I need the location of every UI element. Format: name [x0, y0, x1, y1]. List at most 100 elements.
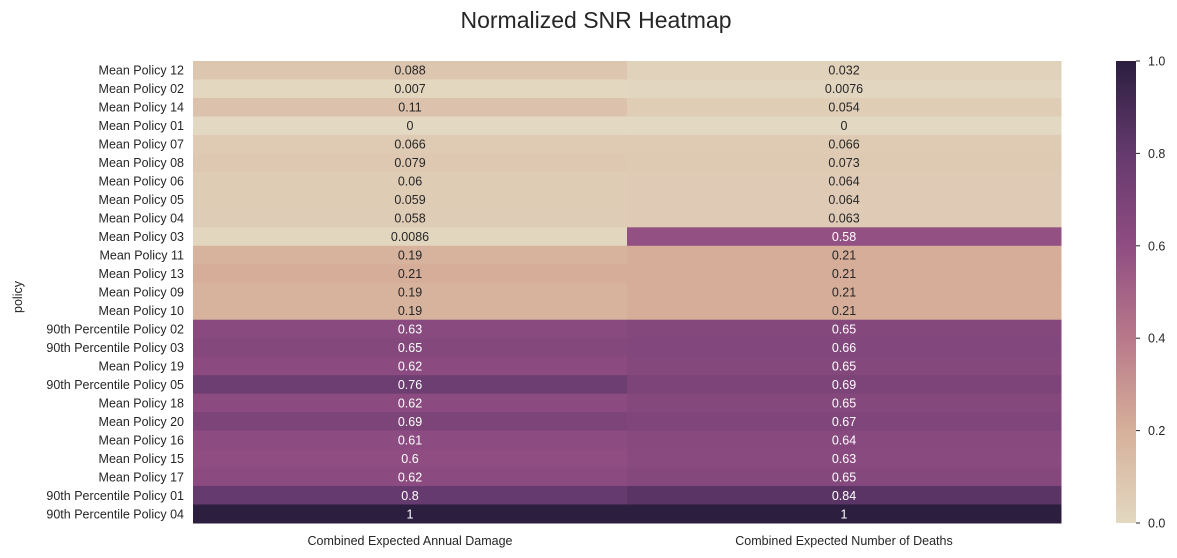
heatmap-cell	[193, 227, 628, 247]
cell-value-label: 0.6	[401, 452, 418, 466]
heatmap-cell	[193, 282, 628, 302]
cell-value-label: 0.066	[394, 138, 425, 152]
cell-value-label: 0	[407, 119, 414, 133]
heatmap-cell	[193, 208, 628, 228]
row-tick-labels: Mean Policy 12 Mean Policy 02 Mean Policy …	[46, 64, 184, 522]
cell-value-label: 0.06	[398, 175, 422, 189]
cell-value-label: 0.11	[398, 101, 421, 115]
cell-value-label: 0.65	[832, 396, 856, 410]
colorbar-tick-label: 1.0	[1148, 55, 1165, 69]
cell-value-label: 0.65	[832, 359, 856, 373]
heatmap-cell	[627, 430, 1062, 450]
row-tick-label: 90th Percentile Policy 02	[46, 322, 184, 336]
cell-value-label: 0.65	[398, 341, 422, 355]
column-tick-label: Combined Expected Annual Damage	[308, 534, 513, 548]
cell-value-label: 0.054	[828, 101, 859, 115]
heatmap-cell-labels: 0.088 0.032 0.007 0.0076 0.11 0.054 0 0 0.066 0.0…	[391, 64, 863, 522]
row-tick-label: Mean Policy 08	[99, 156, 185, 170]
heatmap-cell	[627, 171, 1062, 191]
row-tick-label: Mean Policy 10	[99, 304, 185, 318]
heatmap-cell	[627, 393, 1062, 413]
row-tick-label: Mean Policy 20	[99, 415, 185, 429]
cell-value-label: 0.0076	[825, 82, 863, 96]
cell-value-label: 0.007	[394, 82, 425, 96]
cell-value-label: 0.21	[832, 304, 856, 318]
row-tick-label: Mean Policy 17	[99, 470, 185, 484]
cell-value-label: 0.21	[832, 267, 856, 281]
colorbar-tick-label: 0.6	[1148, 239, 1165, 253]
heatmap-cell	[627, 504, 1062, 524]
heatmap-cells	[193, 61, 1062, 524]
heatmap-cell	[627, 282, 1062, 302]
cell-value-label: 0.84	[832, 489, 856, 503]
heatmap-cell	[627, 375, 1062, 395]
cell-value-label: 0.62	[398, 359, 422, 373]
heatmap-cell	[627, 97, 1062, 117]
cell-value-label: 0	[841, 119, 848, 133]
heatmap-cell	[627, 245, 1062, 265]
heatmap-cell	[627, 449, 1062, 469]
row-tick-label: Mean Policy 16	[99, 433, 185, 447]
heatmap-cell	[193, 412, 628, 432]
heatmap-cell	[193, 319, 628, 339]
row-tick-label: Mean Policy 06	[99, 175, 185, 189]
heatmap-cell	[193, 264, 628, 284]
row-tick-label: Mean Policy 02	[99, 82, 185, 96]
heatmap-cell	[193, 467, 628, 487]
heatmap-cell	[193, 61, 628, 80]
row-tick-label: Mean Policy 07	[99, 138, 185, 152]
cell-value-label: 0.58	[832, 230, 856, 244]
cell-value-label: 1	[407, 507, 414, 521]
heatmap-cell	[627, 338, 1062, 358]
cell-value-label: 0.0086	[391, 230, 429, 244]
heatmap-cell	[193, 171, 628, 191]
colorbar-tick-label: 0.0	[1148, 517, 1165, 531]
cell-value-label: 0.058	[394, 212, 425, 226]
heatmap-cell	[627, 264, 1062, 284]
row-tick-label: Mean Policy 03	[99, 230, 185, 244]
cell-value-label: 0.063	[828, 212, 859, 226]
heatmap-cell	[627, 356, 1062, 376]
row-tick-label: Mean Policy 15	[99, 452, 185, 466]
heatmap-cell	[627, 467, 1062, 487]
heatmap-cell	[627, 412, 1062, 432]
cell-value-label: 0.64	[832, 433, 856, 447]
heatmap-cell	[193, 153, 628, 173]
heatmap-cell	[193, 301, 628, 321]
row-tick-label: 90th Percentile Policy 05	[46, 378, 184, 392]
heatmap-cell	[627, 190, 1062, 210]
cell-value-label: 0.073	[828, 156, 859, 170]
heatmap-cell	[627, 61, 1062, 80]
colorbar-tick-label: 0.2	[1148, 424, 1165, 438]
chart-title: Normalized SNR Heatmap	[461, 7, 732, 33]
row-tick-label: Mean Policy 14	[99, 101, 185, 115]
cell-value-label: 0.69	[398, 415, 422, 429]
cell-value-label: 0.65	[832, 322, 856, 336]
heatmap-cell	[193, 375, 628, 395]
heatmap-cell	[627, 319, 1062, 339]
heatmap-cell	[627, 227, 1062, 247]
cell-value-label: 1	[841, 507, 848, 521]
cell-value-label: 0.032	[828, 64, 859, 78]
column-tick-labels: Combined Expected Annual Damage Combined …	[308, 534, 953, 548]
heatmap-cell	[193, 393, 628, 413]
cell-value-label: 0.76	[398, 378, 422, 392]
cell-value-label: 0.66	[832, 341, 856, 355]
row-tick-label: Mean Policy 11	[99, 249, 184, 263]
heatmap-cell	[627, 486, 1062, 506]
cell-value-label: 0.064	[828, 193, 859, 207]
row-tick-label: Mean Policy 18	[99, 396, 185, 410]
row-tick-label: 90th Percentile Policy 01	[46, 489, 184, 503]
heatmap-cell	[627, 208, 1062, 228]
row-tick-label: Mean Policy 09	[99, 286, 185, 300]
row-tick-label: Mean Policy 04	[99, 212, 185, 226]
heatmap-cell	[193, 430, 628, 450]
cell-value-label: 0.62	[398, 470, 422, 484]
heatmap-cell	[193, 97, 628, 117]
heatmap-cell	[193, 79, 628, 99]
row-tick-label: Mean Policy 12	[99, 64, 185, 78]
heatmap-cell	[193, 486, 628, 506]
cell-value-label: 0.066	[828, 138, 859, 152]
colorbar-tick-label: 0.8	[1148, 147, 1165, 161]
